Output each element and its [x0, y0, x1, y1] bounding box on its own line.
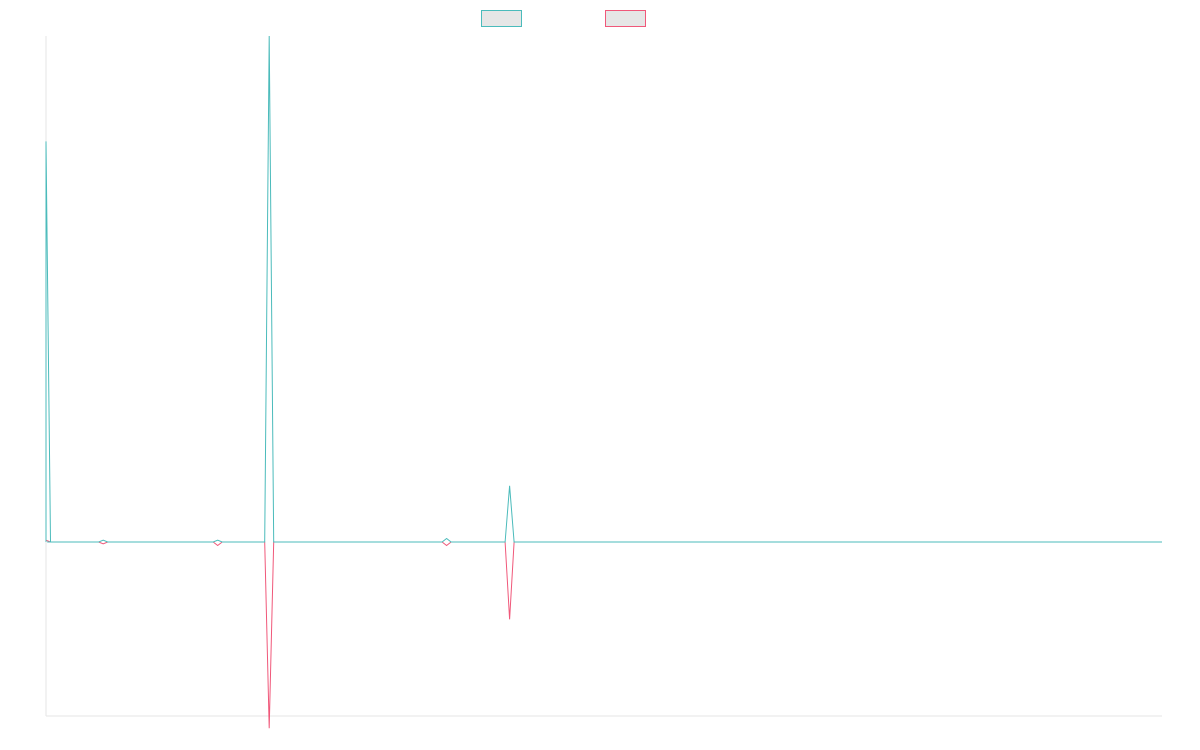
- legend-swatch-series-2[interactable]: [605, 10, 646, 27]
- series-line-2: [45, 539, 1162, 729]
- legend-swatch-series-1[interactable]: [481, 10, 522, 27]
- series-line-1: [45, 35, 1162, 543]
